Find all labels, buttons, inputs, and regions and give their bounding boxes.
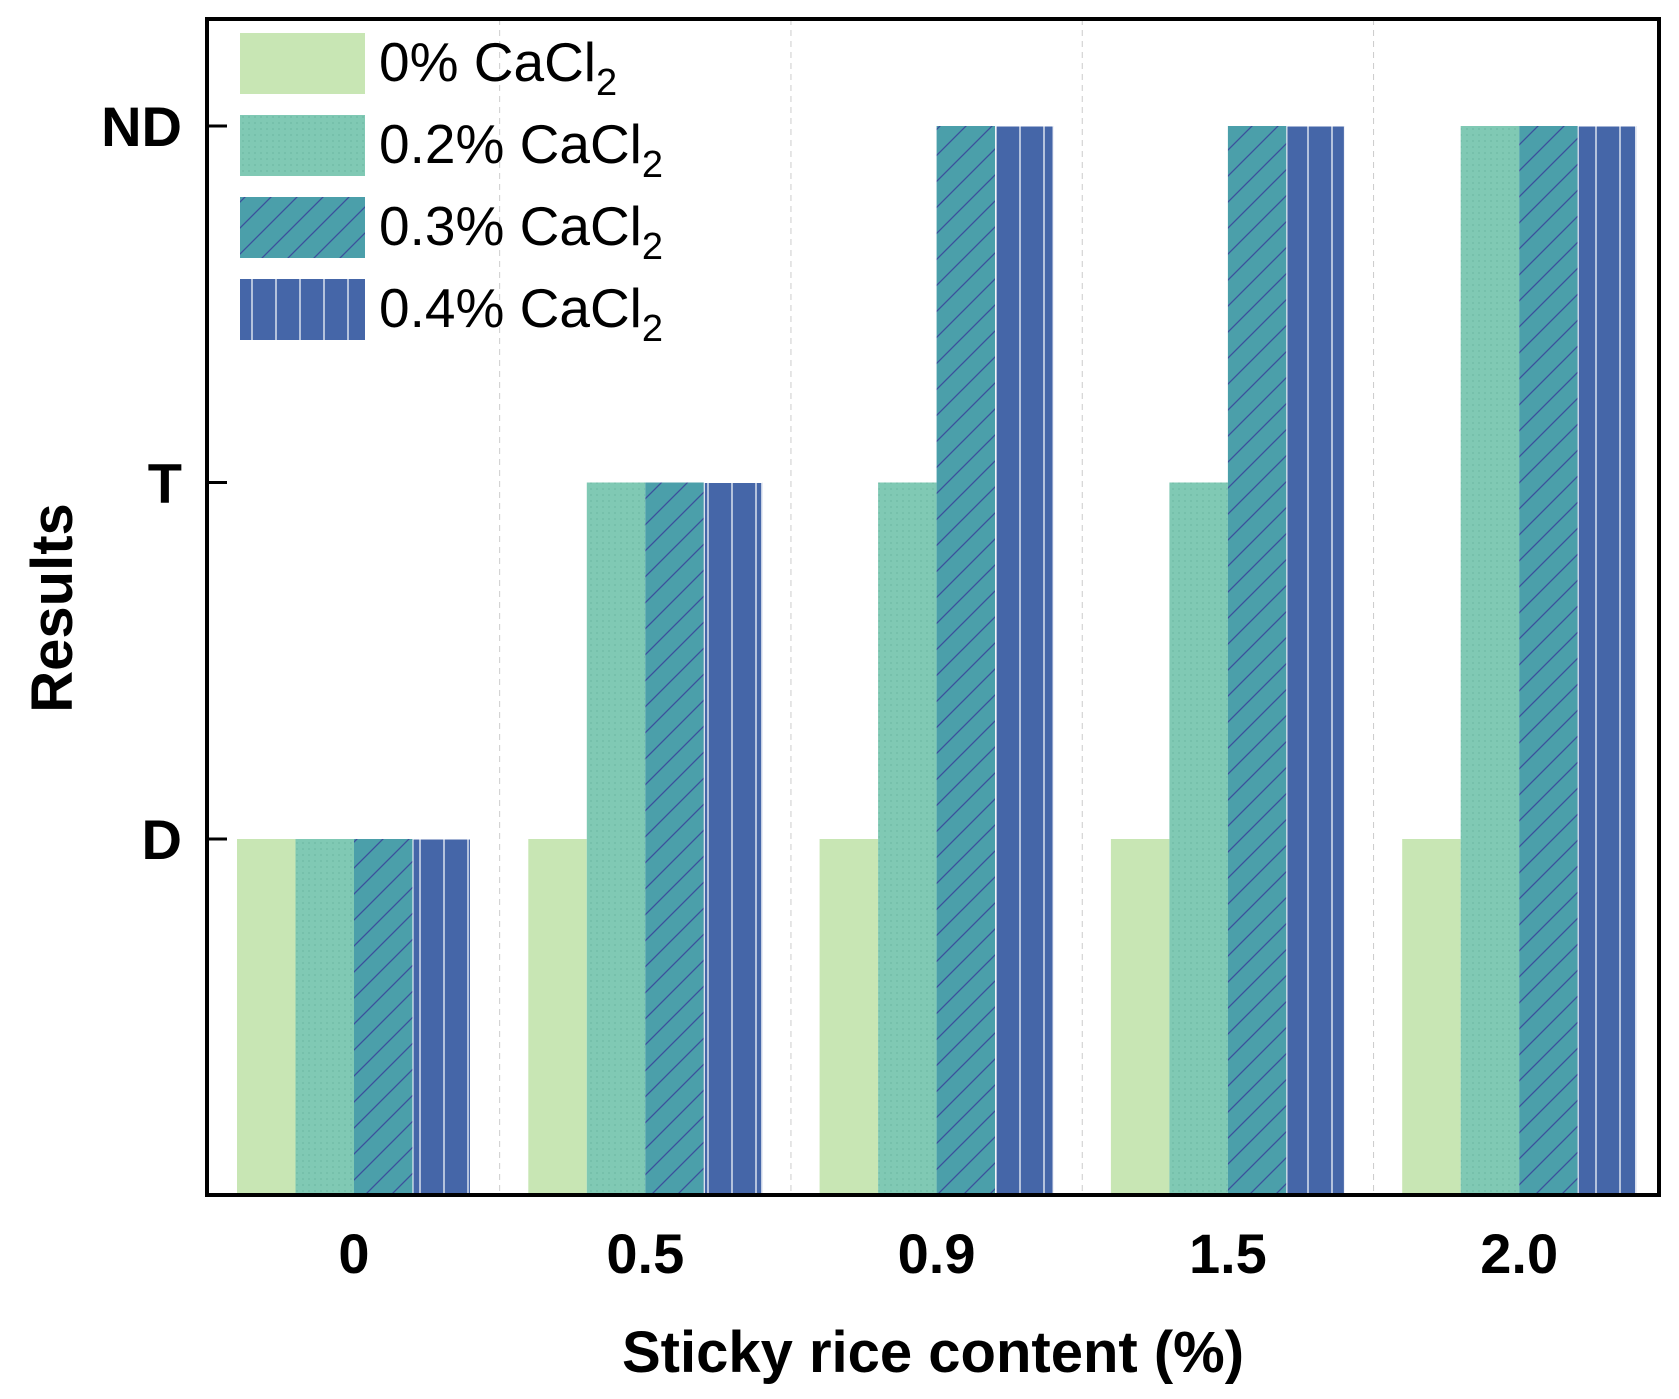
bar: [819, 839, 879, 1195]
bar: [1577, 126, 1637, 1195]
bar: [237, 839, 296, 1195]
bar: [295, 839, 354, 1195]
legend-swatch: [240, 279, 365, 340]
bars: [237, 125, 1637, 1196]
x-tick-label: 0.9: [898, 1222, 976, 1285]
y-tick-label: ND: [101, 95, 182, 158]
grid-separators: [499, 19, 1375, 1195]
legend-label-subscript: 2: [642, 308, 663, 350]
bar: [878, 482, 937, 1195]
bar: [354, 839, 413, 1195]
bar: [1227, 126, 1287, 1195]
legend-swatch: [240, 115, 365, 176]
bar: [645, 482, 704, 1195]
bar: [1169, 482, 1228, 1195]
legend-swatch: [240, 33, 365, 94]
legend-label: 0.3% CaCl2: [379, 195, 663, 268]
plot-frame: [205, 17, 1661, 1197]
bar: [586, 482, 646, 1195]
bar: [528, 839, 587, 1195]
bar: [412, 839, 471, 1195]
y-tick-label: T: [148, 452, 182, 515]
bar: [936, 126, 996, 1195]
x-tick-label: 0.5: [606, 1222, 684, 1285]
legend-label: 0.4% CaCl2: [379, 277, 663, 350]
legend-label: 0% CaCl2: [379, 31, 617, 104]
y-tick-label: D: [142, 808, 182, 871]
x-tick-label: 0: [338, 1222, 369, 1285]
bar: [1402, 839, 1461, 1195]
y-axis-ticks: D T ND: [101, 95, 227, 871]
y-axis-title: Results: [20, 503, 85, 713]
legend-label: 0.2% CaCl2: [379, 113, 663, 186]
x-tick-label: 1.5: [1189, 1222, 1267, 1285]
bar: [1460, 126, 1520, 1195]
legend: 0% CaCl2 0.2% CaCl2 0.3% CaCl2 0.4% CaCl2: [240, 31, 663, 350]
bar: [1519, 126, 1578, 1195]
bar: [1286, 126, 1345, 1195]
bar: [995, 126, 1054, 1195]
x-axis-ticks: 0 0.5 0.9 1.5 2.0: [338, 1222, 1558, 1285]
legend-label-subscript: 2: [596, 62, 617, 104]
x-tick-label: 2.0: [1480, 1222, 1558, 1285]
legend-label-subscript: 2: [642, 226, 663, 268]
legend-swatch: [240, 197, 365, 258]
x-axis-title: Sticky rice content (%): [622, 1320, 1244, 1385]
bar: [703, 482, 763, 1195]
bar: [1110, 839, 1170, 1195]
legend-label-subscript: 2: [642, 144, 663, 186]
